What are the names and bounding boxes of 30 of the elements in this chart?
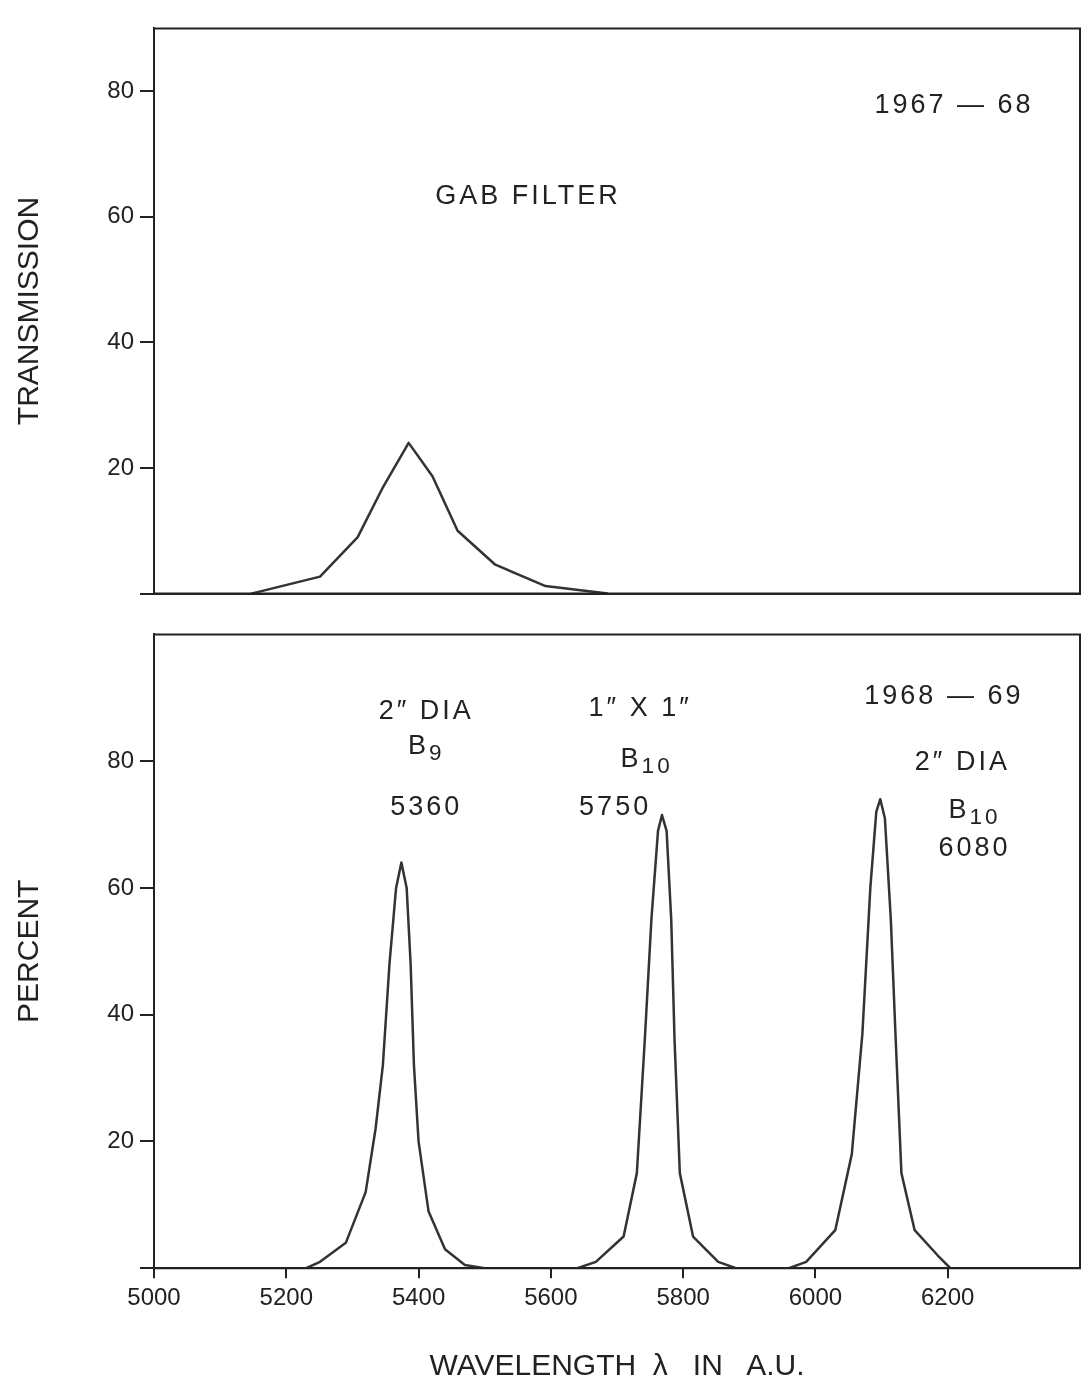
y-tick-label: 80 xyxy=(107,745,134,773)
x-tick-label: 5000 xyxy=(127,1283,181,1311)
x-tick-label: 5800 xyxy=(656,1283,710,1311)
y-tick-label: 20 xyxy=(107,452,134,480)
x-tick-label: 6200 xyxy=(921,1283,975,1311)
x-tick-label: 5400 xyxy=(391,1283,446,1311)
y-tick-label: 40 xyxy=(107,327,134,355)
x-tick-label: 6000 xyxy=(788,1283,843,1311)
y-tick-label: 80 xyxy=(107,75,134,103)
annotation: 1968 — 69 xyxy=(864,679,1024,711)
y-axis-title: PERCENT xyxy=(11,879,45,1023)
annotation: B$_{10}$ xyxy=(620,742,673,780)
y-tick-label: 40 xyxy=(107,999,134,1027)
y-axis-title: TRANSMISSION xyxy=(11,196,45,426)
annotation: 1967 — 68 xyxy=(874,88,1034,120)
x-axis-title: WAVELENGTH λ IN A.U. xyxy=(429,1348,805,1382)
annotation: 6080 xyxy=(938,831,1011,863)
y-tick-label: 60 xyxy=(107,872,134,900)
x-tick-label: 5600 xyxy=(524,1283,578,1311)
y-tick-label: 60 xyxy=(107,201,134,229)
annotation: 1″ X 1″ xyxy=(588,691,692,723)
annotation: 2″ DIA xyxy=(378,694,474,726)
y-tick-label: 20 xyxy=(107,1126,134,1154)
x-tick-label: 5200 xyxy=(259,1283,313,1311)
annotation: B$_{10}$ xyxy=(948,793,1001,831)
annotation: B$_{9}$ xyxy=(407,730,445,767)
annotation: 2″ DIA xyxy=(914,745,1010,777)
annotation: 5750 xyxy=(579,790,652,822)
annotation: 5360 xyxy=(390,790,463,822)
annotation: GAB FILTER xyxy=(435,179,621,211)
